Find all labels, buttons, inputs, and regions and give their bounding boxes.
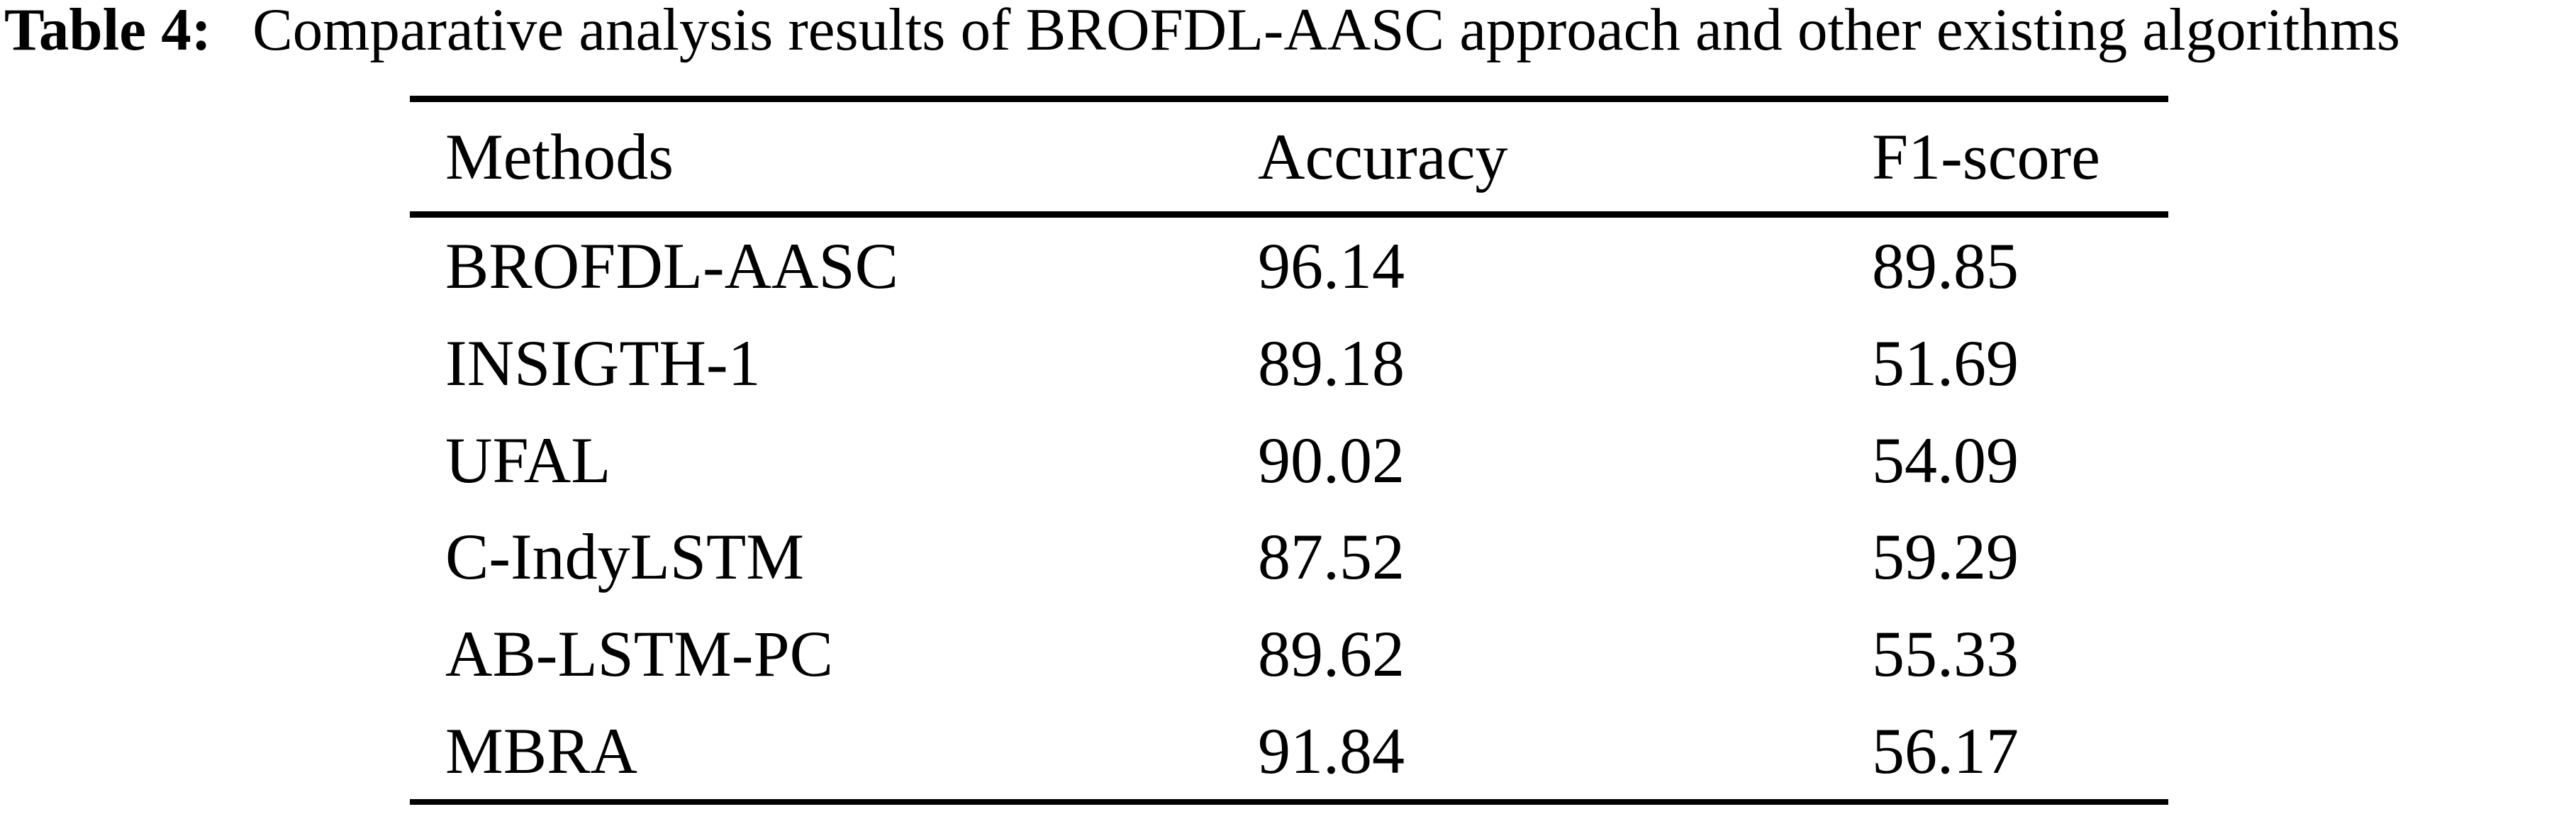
cell-accuracy: 89.18	[1258, 326, 1405, 399]
cell-f1-score: 56.17	[1872, 714, 2019, 787]
cell-method: BROFDL-AASC	[445, 230, 899, 303]
cell-method: UFAL	[445, 423, 611, 496]
results-table: Methods Accuracy F1-score BROFDL-AASC 96…	[410, 96, 2168, 805]
table-caption-text: Comparative analysis results of BROFDL-A…	[252, 0, 2400, 63]
cell-accuracy: 87.52	[1258, 520, 1405, 593]
table-body: BROFDL-AASC 96.14 89.85 INSIGTH-1 89.18 …	[410, 218, 2168, 799]
table-top-rule	[410, 96, 2168, 102]
header-f1-score: F1-score	[1872, 121, 2100, 193]
table-row: BROFDL-AASC 96.14 89.85	[410, 218, 2168, 315]
table-row: INSIGTH-1 89.18 51.69	[410, 315, 2168, 412]
cell-f1-score: 59.29	[1872, 520, 2019, 593]
table-header-rule	[410, 211, 2168, 218]
table-row: MBRA 91.84 56.17	[410, 702, 2168, 799]
header-accuracy: Accuracy	[1258, 121, 1508, 193]
cell-method: C-IndyLSTM	[445, 520, 804, 593]
cell-f1-score: 55.33	[1872, 617, 2019, 690]
cell-f1-score: 51.69	[1872, 326, 2019, 399]
cell-accuracy: 91.84	[1258, 714, 1405, 787]
cell-method: MBRA	[445, 714, 637, 787]
table-row: AB-LSTM-PC 89.62 55.33	[410, 606, 2168, 703]
cell-accuracy: 89.62	[1258, 617, 1405, 690]
cell-method: INSIGTH-1	[445, 326, 761, 399]
cell-method: AB-LSTM-PC	[445, 617, 833, 690]
table-header-row: Methods Accuracy F1-score	[410, 102, 2168, 211]
table-row: UFAL 90.02 54.09	[410, 411, 2168, 508]
table-row: C-IndyLSTM 87.52 59.29	[410, 508, 2168, 606]
header-methods: Methods	[445, 121, 674, 193]
cell-accuracy: 96.14	[1258, 230, 1405, 303]
cell-f1-score: 54.09	[1872, 423, 2019, 496]
table-caption-label: Table 4:	[4, 0, 212, 63]
table-caption: Table 4: Comparative analysis results of …	[4, 0, 2400, 60]
cell-accuracy: 90.02	[1258, 423, 1405, 496]
table-bottom-rule	[410, 799, 2168, 805]
cell-f1-score: 89.85	[1872, 230, 2019, 303]
